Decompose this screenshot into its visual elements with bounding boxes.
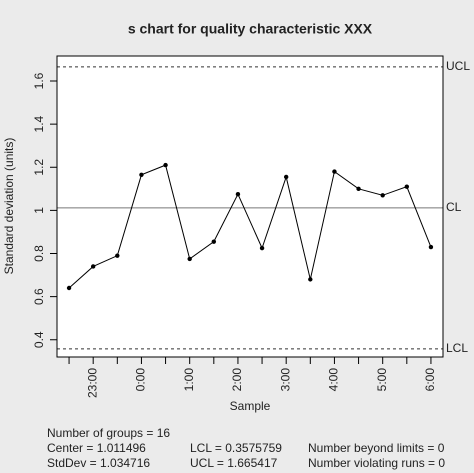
x-axis-title: Sample <box>230 399 271 413</box>
data-point <box>163 162 168 168</box>
stat-text: Number violating runs = 0 <box>308 456 445 470</box>
plot-border <box>56 55 444 358</box>
chart-title: s chart for quality characteristic XXX <box>128 21 373 37</box>
data-point <box>428 244 434 250</box>
stat-text: Center = 1.011496 <box>47 441 146 455</box>
data-point <box>66 285 72 291</box>
y-tick-label: 1.6 <box>32 72 46 89</box>
data-point <box>332 169 337 174</box>
series-line <box>68 164 432 289</box>
data-point <box>90 264 96 269</box>
stat-text: StdDev = 1.034716 <box>47 456 150 470</box>
data-point <box>283 174 289 180</box>
data-point <box>235 192 241 197</box>
control-line-label: LCL <box>446 341 468 355</box>
data-point <box>404 184 410 189</box>
stat-text: Number of groups = 16 <box>47 426 170 440</box>
data-point <box>380 193 385 198</box>
plot-area <box>57 56 443 357</box>
stat-text: UCL = 1.665417 <box>190 456 278 470</box>
data-point <box>115 253 120 258</box>
y-axis-title: Standard deviation (units) <box>2 138 16 275</box>
data-point <box>308 277 313 282</box>
x-tick-label: 0:00 <box>134 368 148 392</box>
data-point <box>211 239 217 244</box>
y-tick-label: 0.8 <box>32 245 46 262</box>
control-line-label: UCL <box>446 59 470 73</box>
stat-text: Number beyond limits = 0 <box>308 441 445 455</box>
x-tick-label: 5:00 <box>375 368 389 392</box>
y-tick-label: 1 <box>32 207 46 214</box>
data-point <box>259 245 265 251</box>
data-point <box>139 172 144 178</box>
y-tick-label: 1.4 <box>32 115 46 132</box>
data-point <box>356 186 361 192</box>
stat-text: LCL = 0.3575759 <box>190 441 282 455</box>
x-tick-label: 1:00 <box>182 368 196 392</box>
y-tick-label: 0.6 <box>32 288 46 305</box>
x-tick-label: 2:00 <box>230 368 244 392</box>
x-tick-label: 4:00 <box>327 368 341 392</box>
x-tick-label: 3:00 <box>278 368 292 392</box>
y-tick-label: 1.2 <box>32 159 46 176</box>
x-tick-label: 6:00 <box>423 368 437 392</box>
data-point <box>187 256 192 262</box>
x-tick-label: 23:00 <box>85 368 99 398</box>
y-tick-label: 0.4 <box>32 331 46 348</box>
control-line-label: CL <box>446 200 462 214</box>
